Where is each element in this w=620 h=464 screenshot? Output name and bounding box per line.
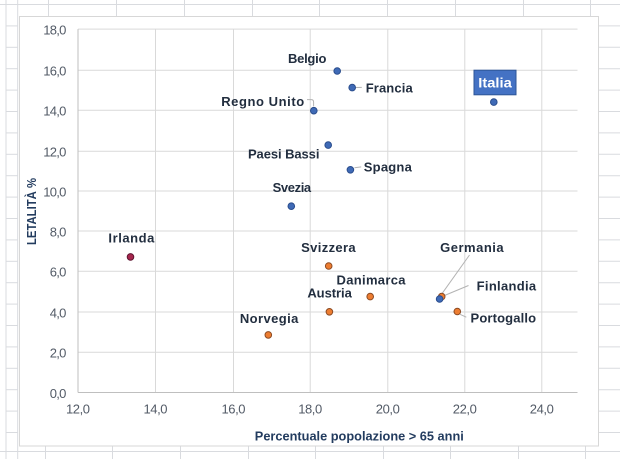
svg-text:Norvegia: Norvegia [240,311,299,326]
svg-text:8,0: 8,0 [50,224,67,239]
svg-text:14,0: 14,0 [43,104,66,119]
svg-text:Svizzera: Svizzera [301,240,356,255]
svg-text:22,0: 22,0 [453,401,477,416]
svg-text:16,0: 16,0 [222,401,246,416]
svg-text:10,0: 10,0 [43,184,66,199]
svg-text:14,0: 14,0 [144,401,168,416]
svg-text:Portogallo: Portogallo [471,310,537,325]
svg-text:18,0: 18,0 [298,401,322,416]
svg-text:Spagna: Spagna [364,160,413,175]
svg-text:Austria: Austria [307,286,352,301]
svg-text:20,0: 20,0 [376,401,400,416]
svg-text:LETALITÀ %: LETALITÀ % [24,178,39,245]
svg-text:18,0: 18,0 [43,23,66,38]
svg-text:Germania: Germania [440,240,504,255]
svg-text:Italia: Italia [478,75,512,91]
svg-text:Francia: Francia [366,81,414,96]
svg-text:Paesi Bassi: Paesi Bassi [248,146,320,161]
svg-text:0,0: 0,0 [50,386,67,401]
svg-text:16,0: 16,0 [43,64,66,79]
svg-text:Percentuale popolazione > 65 a: Percentuale popolazione > 65 anni [255,428,464,443]
svg-text:4,0: 4,0 [50,305,67,320]
svg-text:24,0: 24,0 [530,401,554,416]
svg-text:6,0: 6,0 [50,265,67,280]
svg-text:Finlandia: Finlandia [477,279,537,294]
svg-text:12,0: 12,0 [66,401,90,416]
svg-text:Svezia: Svezia [273,180,312,195]
svg-text:Regno Unito: Regno Unito [221,94,304,109]
svg-text:Irlanda: Irlanda [108,231,155,246]
svg-text:Belgio: Belgio [288,51,327,66]
svg-text:12,0: 12,0 [43,145,66,160]
svg-text:2,0: 2,0 [50,346,67,361]
